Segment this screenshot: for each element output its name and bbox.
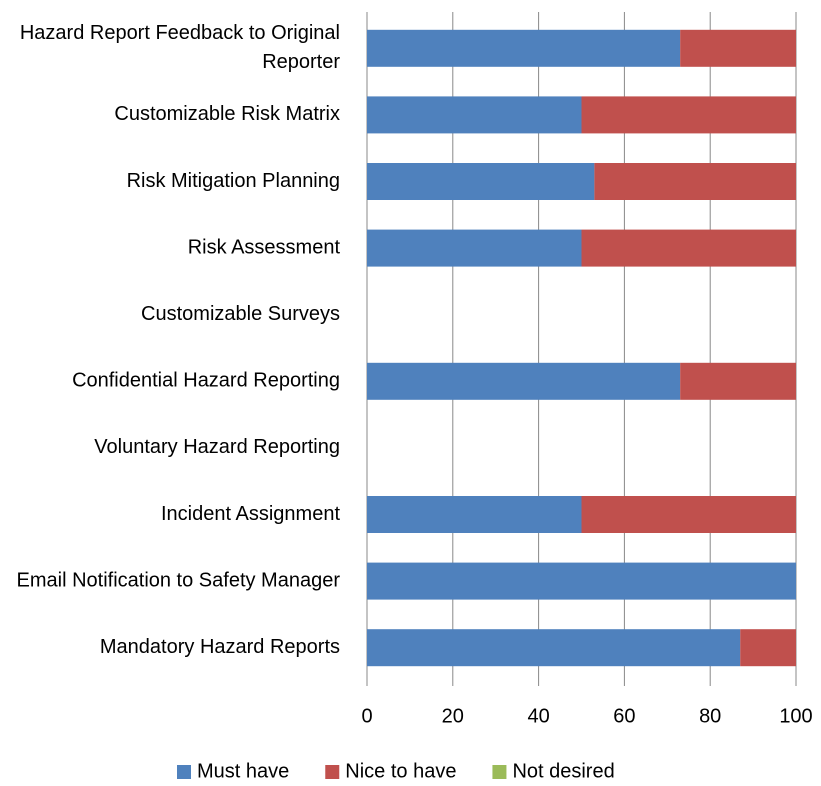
bar-segment xyxy=(680,29,796,67)
bar-segment xyxy=(740,629,796,667)
x-tick-label: 0 xyxy=(361,705,372,727)
bar-segment xyxy=(367,362,681,400)
bar-segment xyxy=(581,229,796,267)
y-tick-label: Email Notification to Safety Manager xyxy=(17,569,341,591)
legend-label: Nice to have xyxy=(345,760,456,782)
bar-segment xyxy=(680,362,796,400)
bar-segment xyxy=(581,96,796,134)
legend-label: Must have xyxy=(197,760,289,782)
bar-segment xyxy=(581,496,796,533)
bar-segment xyxy=(367,96,582,134)
bar-segment xyxy=(367,562,796,600)
y-tick-label: Customizable Surveys xyxy=(141,303,340,325)
x-tick-label: 20 xyxy=(442,705,464,727)
y-tick-label: Risk Assessment xyxy=(188,236,341,258)
legend-swatch xyxy=(325,765,340,779)
bar-segment xyxy=(367,496,582,533)
x-tick-label: 40 xyxy=(527,705,549,727)
y-tick-label: Mandatory Hazard Reports xyxy=(100,636,340,658)
x-tick-label: 60 xyxy=(613,705,635,727)
y-tick-label: Hazard Report Feedback to Original Report… xyxy=(20,22,340,73)
legend-swatch xyxy=(492,765,507,779)
x-tick-label: 100 xyxy=(779,705,812,727)
bar-segment xyxy=(367,29,681,67)
y-tick-label: Customizable Risk Matrix xyxy=(114,103,340,125)
y-tick-label: Voluntary Hazard Reporting xyxy=(94,436,340,458)
bar-segment xyxy=(367,163,595,200)
y-tick-label: Incident Assignment xyxy=(161,503,340,525)
bar-segment xyxy=(367,629,741,667)
y-tick-label: Risk Mitigation Planning xyxy=(127,170,340,192)
bar-segment xyxy=(594,163,796,200)
x-tick-label: 80 xyxy=(699,705,721,727)
bar-segment xyxy=(367,229,582,267)
legend-label: Not desired xyxy=(512,760,614,782)
y-tick-label: Confidential Hazard Reporting xyxy=(72,370,340,392)
legend-swatch xyxy=(177,765,191,779)
